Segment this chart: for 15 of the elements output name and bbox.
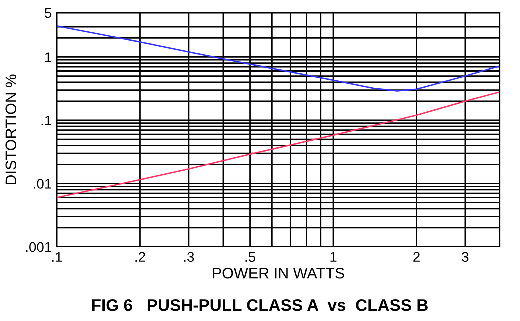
x-tick-label: .3 — [184, 252, 194, 262]
x-axis-title: POWER IN WATTS — [213, 268, 344, 279]
x-tick-label: .5 — [246, 252, 256, 262]
x-tick-label: 2 — [414, 252, 420, 262]
y-tick-label: .001 — [26, 242, 52, 252]
x-tick-label: 3 — [462, 252, 469, 262]
x-tick-label: .1 — [52, 252, 62, 262]
y-axis-title: DISTORTION % — [6, 74, 17, 184]
x-tick-label: 1 — [330, 252, 337, 262]
y-tick-label: .1 — [42, 116, 52, 126]
text: FIG 6 PUSH-PULL CLASS A vs CLASS B — [92, 299, 428, 312]
x-tick-label: .2 — [136, 252, 146, 262]
y-tick-label: .01 — [34, 179, 52, 189]
y-tick-label: 5 — [44, 8, 52, 18]
y-tick-label: 1 — [45, 52, 52, 62]
